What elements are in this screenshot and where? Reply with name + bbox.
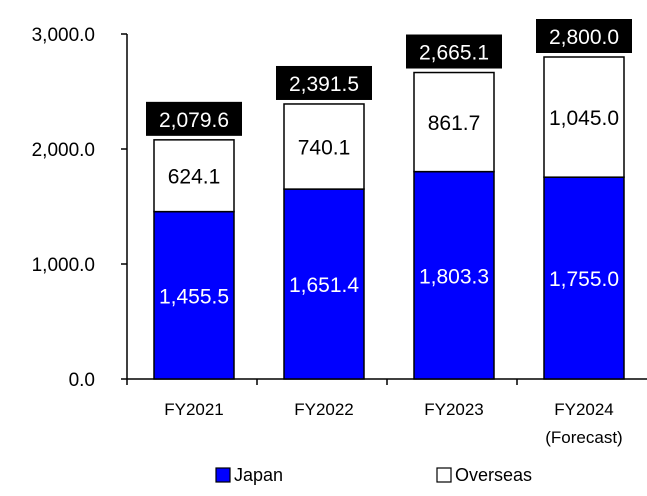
- bar-overseas-fy2023: [413, 71, 495, 173]
- segment-label: 1,045.0: [549, 107, 619, 130]
- total-label-box: [536, 19, 632, 53]
- bar-overseas-fy2024: [543, 56, 625, 178]
- legend-swatch-japan: [215, 467, 231, 483]
- bar-japan-fy2022: [283, 188, 365, 380]
- y-tick-label: 3,000.0: [32, 25, 95, 46]
- x-tick-label: FY2022: [294, 400, 354, 419]
- y-tick-label: 1,000.0: [32, 255, 95, 276]
- y-tick-label: 2,000.0: [32, 140, 95, 161]
- bar-japan-fy2023: [413, 170, 495, 380]
- segment-label: 1,651.4: [289, 274, 359, 297]
- legend-label-japan: Japan: [234, 465, 283, 485]
- legend-swatch-overseas: [436, 467, 452, 483]
- y-tick-label: 0.0: [69, 370, 95, 391]
- axes: 0.0 1,000.0 2,000.0 3,000.0 FY2021 FY2022 FY20…: [32, 25, 647, 447]
- bars: [153, 56, 625, 380]
- legend-label-overseas: Overseas: [455, 465, 532, 485]
- x-tick-label: FY2021: [164, 400, 224, 419]
- total-label-box: [146, 101, 242, 136]
- x-tick-label: FY2024: [554, 400, 614, 419]
- total-label: 2,800.0: [549, 26, 619, 49]
- segment-label: 1,455.5: [159, 285, 229, 308]
- segment-label: 1,755.0: [549, 268, 619, 291]
- x-tick-label: FY2023: [424, 400, 484, 419]
- total-label: 2,391.5: [289, 73, 359, 96]
- segment-label: 861.7: [428, 112, 481, 135]
- x-tick-sublabel: (Forecast): [545, 428, 622, 447]
- segment-label: 1,803.3: [419, 265, 489, 288]
- total-label: 2,079.6: [159, 109, 229, 132]
- segment-label: 624.1: [168, 166, 221, 189]
- total-label-box: [406, 34, 502, 69]
- data-labels: 1,455.5 624.1 2,079.6 1,651.4 740.1 2,391.5 1,…: [146, 19, 632, 308]
- total-label-box: [276, 65, 372, 100]
- legend: Japan Overseas: [215, 465, 532, 485]
- bar-overseas-fy2021: [153, 139, 235, 213]
- total-label: 2,665.1: [419, 42, 489, 65]
- bar-japan-fy2024: [543, 176, 625, 380]
- bar-overseas-fy2022: [283, 103, 365, 190]
- segment-label: 740.1: [298, 137, 351, 160]
